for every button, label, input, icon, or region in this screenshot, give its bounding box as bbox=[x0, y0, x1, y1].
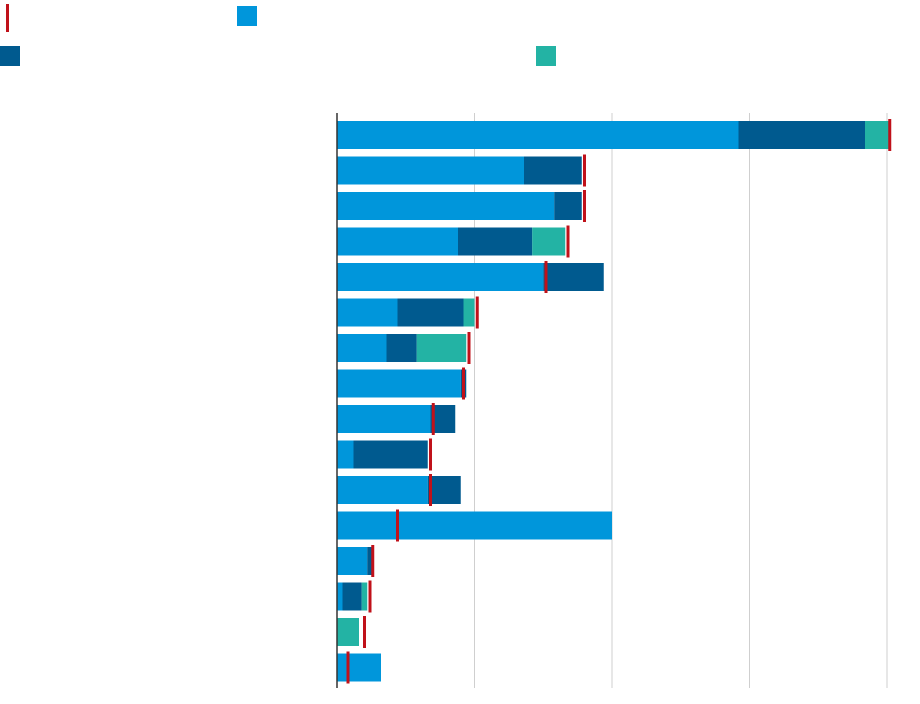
marker-row15 bbox=[346, 651, 350, 684]
bar-row1-series1 bbox=[524, 156, 582, 185]
bar-row4-series1 bbox=[543, 263, 604, 291]
bar-row5-series0 bbox=[337, 298, 398, 327]
marker-row2 bbox=[583, 190, 586, 222]
bar-row12-series0 bbox=[337, 547, 368, 575]
bar-row3-series0 bbox=[337, 227, 458, 256]
bar-row13-series1 bbox=[342, 582, 362, 611]
bar-row0-series0 bbox=[337, 121, 739, 149]
marker-row4 bbox=[544, 261, 548, 293]
bar-row6-series2 bbox=[416, 334, 467, 362]
bars bbox=[337, 121, 890, 682]
bar-row7-series0 bbox=[337, 369, 461, 398]
bar-row14-series2 bbox=[337, 618, 359, 646]
marker-row11 bbox=[396, 509, 399, 542]
bar-row2-series0 bbox=[337, 192, 555, 220]
marker-row12 bbox=[371, 545, 375, 577]
bar-row10-series0 bbox=[337, 476, 428, 504]
marker-row5 bbox=[475, 296, 479, 329]
bar-row9-series0 bbox=[337, 440, 354, 469]
marker-row14 bbox=[363, 616, 366, 648]
bar-row0-series2 bbox=[865, 121, 890, 149]
marker-row8 bbox=[431, 403, 435, 435]
marker-row3 bbox=[566, 225, 570, 258]
marker-row9 bbox=[429, 438, 432, 471]
bar-row13-series2 bbox=[361, 582, 368, 611]
bar-row3-series2 bbox=[532, 227, 566, 256]
legend-swatch-series-2 bbox=[536, 46, 556, 66]
bar-row4-series0 bbox=[337, 263, 544, 291]
bar-row9-series1 bbox=[353, 440, 428, 469]
bar-row2-series1 bbox=[554, 192, 582, 220]
marker-row1 bbox=[583, 154, 586, 187]
bar-row1-series0 bbox=[337, 156, 524, 185]
marker-row0 bbox=[888, 119, 892, 151]
bar-row15-series0 bbox=[337, 653, 381, 682]
legend-marker-swatch bbox=[6, 4, 9, 32]
markers bbox=[346, 119, 892, 684]
bar-row6-series1 bbox=[386, 334, 417, 362]
bar-row10-series1 bbox=[427, 476, 461, 504]
bar-row6-series0 bbox=[337, 334, 387, 362]
legend-swatch-series-0 bbox=[237, 6, 257, 26]
bar-row8-series0 bbox=[337, 405, 431, 433]
bar-row13-series0 bbox=[337, 582, 343, 611]
legend bbox=[0, 4, 556, 66]
bar-row5-series2 bbox=[463, 298, 475, 327]
x-gridlines bbox=[474, 113, 888, 688]
bar-row12-series1 bbox=[367, 547, 373, 575]
marker-row6 bbox=[467, 332, 471, 364]
marker-row10 bbox=[429, 474, 432, 506]
bar-row11-series0 bbox=[337, 511, 612, 540]
legend-swatch-series-1 bbox=[0, 46, 20, 66]
bar-row0-series1 bbox=[738, 121, 865, 149]
bar-row3-series1 bbox=[458, 227, 533, 256]
marker-row7 bbox=[462, 367, 465, 400]
marker-row13 bbox=[368, 580, 372, 613]
bar-row5-series1 bbox=[397, 298, 464, 327]
